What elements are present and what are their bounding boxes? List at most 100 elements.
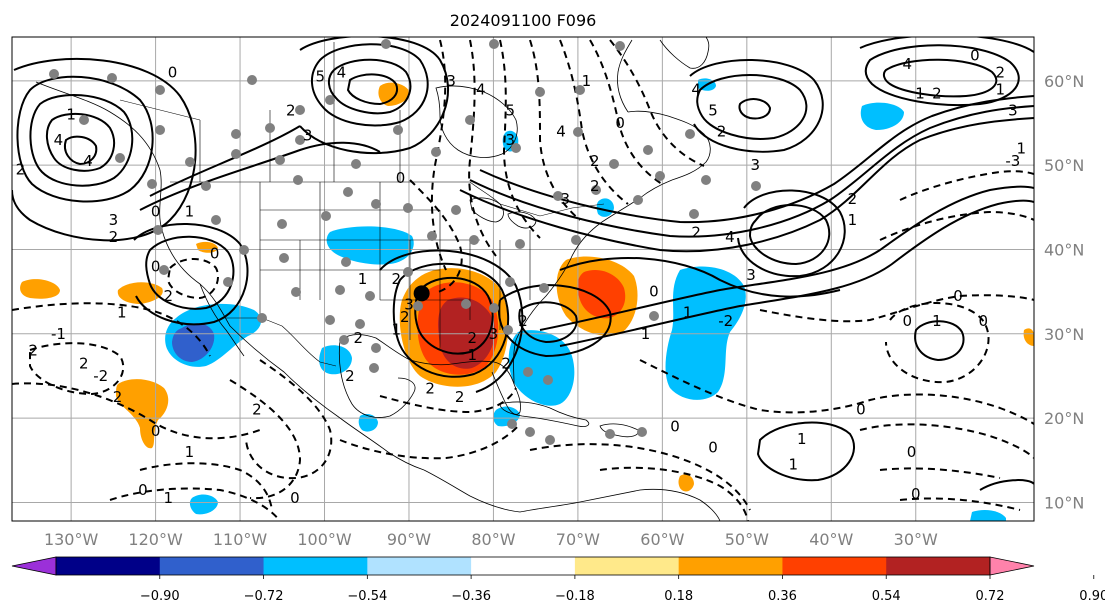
contour-line bbox=[859, 423, 1034, 459]
coastline-baja bbox=[199, 283, 245, 357]
contour-line bbox=[166, 258, 219, 300]
contour-label: 0 bbox=[708, 439, 718, 457]
coastline-maritimes bbox=[627, 110, 711, 181]
contour-line bbox=[409, 179, 463, 293]
contour-label: 5 bbox=[316, 68, 326, 86]
contour-label: 3 bbox=[750, 156, 760, 174]
border-us-mexico bbox=[226, 317, 337, 367]
contour-label: 2 bbox=[501, 354, 511, 372]
contour-line bbox=[539, 185, 1034, 331]
contour-label: 2 bbox=[932, 84, 942, 102]
anomaly-patch-positive-gulf-core bbox=[438, 297, 495, 369]
map-title: 2024091100 F096 bbox=[450, 11, 597, 30]
contour-line bbox=[559, 39, 629, 205]
contour-label: -2 bbox=[718, 312, 733, 330]
contour-label: 3 bbox=[446, 72, 456, 90]
anomaly-patch-negative-central-atlantic bbox=[665, 266, 746, 400]
colorbar-tick-label: 0.72 bbox=[976, 589, 1005, 604]
contour-label: 0 bbox=[615, 114, 625, 132]
coastlines bbox=[35, 37, 721, 521]
contour-label: 2 bbox=[286, 101, 296, 119]
contour-line bbox=[518, 301, 578, 344]
coastline-north-america-west bbox=[35, 81, 425, 471]
coastline-gulf bbox=[339, 334, 521, 415]
contour-lines bbox=[12, 37, 1034, 521]
contour-line bbox=[414, 277, 494, 355]
contour-line bbox=[979, 479, 1034, 491]
border-us-canada bbox=[170, 181, 605, 217]
contour-label: 0 bbox=[151, 257, 161, 275]
contour-label: 2 bbox=[518, 312, 528, 330]
contour-label: 1 bbox=[683, 304, 693, 322]
coastline-south-america bbox=[519, 488, 721, 521]
colorbar-tick-label: 0.18 bbox=[664, 589, 693, 604]
anomaly-patch-negative-texas bbox=[319, 345, 352, 375]
contour-label: -3 bbox=[1005, 152, 1020, 170]
contour-label: 2 bbox=[354, 329, 364, 347]
colorbar-bin bbox=[159, 557, 265, 575]
contour-label: 1 bbox=[117, 304, 127, 322]
contour-label: 5 bbox=[506, 101, 516, 119]
coastline-labrador bbox=[617, 39, 633, 113]
contour-line bbox=[498, 284, 612, 358]
contour-label: 1 bbox=[163, 489, 173, 507]
anomaly-shading bbox=[20, 78, 1034, 521]
anomaly-patch-negative-southeast-atl bbox=[970, 510, 1006, 521]
anomaly-patch-positive-hudson-north bbox=[378, 82, 410, 106]
contour-label: 3 bbox=[1008, 101, 1018, 119]
contour-label: 2 bbox=[79, 354, 89, 372]
anomaly-patch-positive-east-atl bbox=[1023, 328, 1034, 346]
contour-label: 3 bbox=[506, 131, 516, 149]
contour-line bbox=[885, 302, 990, 384]
contour-line bbox=[299, 37, 450, 154]
contour-label: 3 bbox=[109, 211, 119, 229]
contour-label: 0 bbox=[979, 312, 989, 330]
longitude-tick-label: 40°W bbox=[809, 530, 853, 549]
coastline-greenland bbox=[659, 37, 710, 69]
contour-line bbox=[339, 423, 521, 460]
contour-label: 1 bbox=[932, 312, 942, 330]
contour-label: 4 bbox=[54, 131, 64, 149]
contour-label: 0 bbox=[168, 63, 178, 81]
contour-label: 1 bbox=[582, 72, 592, 90]
contour-label: 2 bbox=[392, 270, 402, 288]
contour-line bbox=[468, 39, 497, 257]
contour-line bbox=[879, 210, 1034, 241]
colorbar-tick-label: 0.54 bbox=[872, 589, 901, 604]
contour-label: 1 bbox=[66, 106, 76, 124]
contour-label: 2 bbox=[109, 228, 119, 246]
contour-line bbox=[346, 73, 398, 106]
contour-line bbox=[499, 39, 541, 239]
contour-line bbox=[229, 379, 302, 500]
contour-line bbox=[899, 170, 1034, 201]
contour-label: 2 bbox=[590, 177, 600, 195]
contour-line bbox=[589, 39, 663, 185]
contour-label: 0 bbox=[210, 245, 220, 263]
longitude-tick-label: 70°W bbox=[556, 530, 600, 549]
latitude-labels: 10°N 20°N 30°N 40°N 50°N 60°N bbox=[1044, 72, 1084, 513]
contour-line bbox=[29, 342, 125, 396]
contour-line bbox=[756, 421, 856, 482]
anomaly-patch-negative-mexico-inner bbox=[172, 323, 215, 362]
contour-label: -1 bbox=[51, 325, 66, 343]
contour-line bbox=[149, 125, 301, 197]
longitude-labels: 130°W 120°W 110°W 100°W 90°W 80°W 70°W 60°W 50°W… bbox=[44, 530, 938, 549]
contour-line bbox=[529, 39, 581, 221]
contour-line bbox=[737, 189, 846, 278]
contour-line bbox=[759, 294, 1034, 323]
contour-label: 0 bbox=[907, 443, 917, 461]
contour-line bbox=[559, 199, 1034, 347]
contour-label: 0 bbox=[670, 418, 680, 436]
anomaly-patch-negative-pacific-south bbox=[189, 494, 218, 515]
colorbar-bin bbox=[471, 557, 576, 575]
contour-label: 2 bbox=[16, 160, 26, 178]
contour-label: 2 bbox=[400, 308, 410, 326]
colorbar: −0.90 −0.72 −0.54 −0.36 −0.18 0.18 0.36 0.54 0.7… bbox=[11, 556, 1105, 604]
contour-line bbox=[479, 95, 1034, 224]
contour-line bbox=[12, 57, 197, 242]
contour-label: 4 bbox=[337, 63, 347, 81]
contour-label: 1 bbox=[185, 443, 195, 461]
